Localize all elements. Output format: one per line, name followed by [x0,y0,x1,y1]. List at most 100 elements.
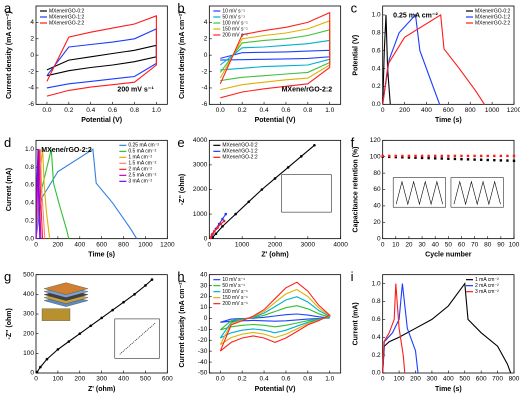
series-line [35,149,41,239]
series-line [46,44,157,77]
point [486,158,489,162]
x-tick-label: 800 [118,241,129,248]
series-line [219,281,331,352]
inset-curve [453,180,501,206]
panel: i 0 100 200 300 400 500 600 700 800 0.0 0.2 0.4 0.6 0.… [351,269,520,393]
series-line [382,283,419,374]
x-axis-label: Potential (V) [255,117,296,124]
y-tick-label: 100 [370,153,381,160]
point [460,157,463,161]
point [512,159,516,163]
marker [313,143,316,147]
point [394,155,397,159]
y-tick-label: 20 [200,293,208,300]
marker [273,177,277,180]
y-tick-label: 0.4 [372,334,381,341]
x-tick-label: 0.2 [238,376,247,383]
legend-label: 2 mA cm⁻² [475,283,499,289]
marker [216,226,219,229]
y-axis-label: Current (mA) [353,302,360,345]
y-tick-label: 40 [200,271,208,278]
marker [122,300,125,304]
y-tick-label: -4 [202,85,208,92]
y-tick-label: 40 [373,203,381,210]
x-axis-label: Time (s) [435,117,462,124]
point [414,154,417,158]
legend-label: 0.25 mA cm⁻² [128,143,159,149]
series-line [212,144,315,238]
x-tick-label: 0 [381,107,385,114]
device-photo [41,308,71,321]
point [506,154,509,158]
y-tick-label: 0.2 [372,352,381,359]
legend-label: MXene/rGO-2:2 [475,20,511,26]
x-tick-label: 2000 [268,241,283,248]
legend-label: 200 mV s⁻¹ [222,32,248,38]
point [499,154,503,158]
series-line [35,148,138,239]
marker [214,232,218,236]
x-tick-label: 0.8 [130,107,139,114]
point [420,156,424,160]
x-axis-label: Potential (V) [255,386,296,393]
x-tick-label: 0.0 [216,107,225,114]
panel-letter: b [177,0,184,15]
x-tick-label: 800 [509,376,520,383]
series-line [219,11,331,99]
x-tick-label: 80 [484,241,492,248]
legend-label: 1 mA cm⁻² [475,277,499,283]
y-tick-label: -10 [198,326,208,333]
panel-letter: f [351,135,355,150]
series-line [220,313,330,323]
y-tick-label: 1.0 [372,12,381,19]
marker [212,229,216,233]
point [499,159,503,162]
y-tick-label: 10 [200,304,208,311]
y-tick-label: 120 [370,137,381,144]
y-axis-label: -Z'' (ohm) [6,308,13,339]
point [414,156,417,159]
point [493,154,496,158]
legend-label: 0.5 mA cm⁻² [128,149,156,155]
legend-label: 2 mA cm⁻² [128,167,152,173]
marker [45,357,49,361]
x-tick-label: 3000 [301,241,316,248]
x-tick-label: 400 [118,376,129,383]
x-axis-label: Time (s) [435,386,462,393]
x-tick-label: 1200 [160,241,175,248]
point [434,157,437,160]
x-tick-label: 50 [445,241,453,248]
y-axis-label: -Z'' (ohm) [179,174,186,205]
x-tick-label: 4000 [333,241,348,248]
point [506,159,509,162]
y-tick-label: 0 [30,370,34,377]
plot-frame [208,274,342,374]
x-tick-label: 600 [162,376,173,383]
panel-letter: h [177,269,184,284]
y-tick-label: 2000 [193,186,208,193]
legend-label: 1.5 mA cm⁻² [128,161,156,167]
device-layer [43,282,89,295]
x-axis-label: Z' (ohm) [261,252,288,259]
y-tick-label: 100 [23,350,34,357]
point [486,154,489,158]
marker [150,278,154,281]
x-tick-label: 0.4 [86,107,95,114]
legend-label: MXene/rGO-1:2 [49,14,85,20]
y-tick-label: 0 [377,235,381,242]
y-tick-label: 0.6 [372,316,381,323]
inset-curve [395,180,443,206]
y-tick-label: 0.4 [372,65,381,72]
marker [221,225,224,228]
x-tick-label: 0.8 [303,376,312,383]
inset [392,177,446,208]
panel-letter: i [351,269,354,284]
x-tick-label: 0 [34,376,38,383]
legend-label: 10 mV s⁻¹ [222,8,245,14]
y-tick-label: -6 [28,101,34,108]
y-tick-label: 0.8 [372,298,381,305]
marker [78,332,82,335]
y-tick-label: 0.8 [372,30,381,37]
marker [247,200,251,204]
legend-label: 150 mV s⁻¹ [222,26,248,32]
